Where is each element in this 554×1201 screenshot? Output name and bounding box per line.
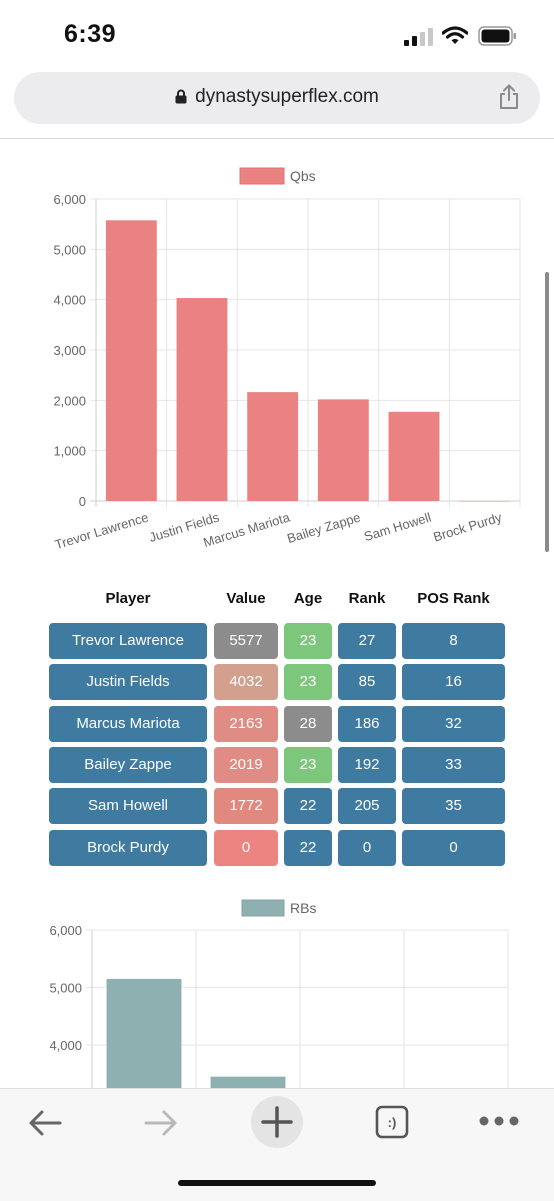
forward-arrow-icon[interactable] xyxy=(138,1101,182,1145)
player-name-cell: Brock Purdy xyxy=(49,829,207,866)
tabs-label: :) xyxy=(388,1115,397,1130)
qb-x-tick-label: Sam Howell xyxy=(362,509,433,544)
rb-y-tick-label: 5,000 xyxy=(49,981,82,996)
player-name-cell: Bailey Zappe xyxy=(49,746,207,783)
back-arrow-icon[interactable] xyxy=(24,1101,68,1145)
qb-y-tick-label: 6,000 xyxy=(53,192,86,207)
value-cell: 0 xyxy=(214,829,278,866)
share-icon[interactable] xyxy=(498,84,520,110)
rb-legend-swatch xyxy=(241,899,285,917)
qb-bar[interactable] xyxy=(317,399,369,501)
age-cell: 28 xyxy=(284,705,332,742)
pos-rank-cell: 8 xyxy=(402,623,505,659)
battery-icon xyxy=(478,26,516,46)
qb-legend[interactable]: Qbs xyxy=(239,167,316,185)
tabs-button[interactable]: :) xyxy=(375,1105,409,1139)
url-text: dynastysuperflex.com xyxy=(195,86,379,107)
qb-bar[interactable] xyxy=(388,411,440,501)
wifi-icon xyxy=(442,26,468,44)
value-cell: 4032 xyxy=(214,664,278,701)
table-row: Sam Howell 1772 22 205 35 xyxy=(48,788,508,825)
qb-bar[interactable] xyxy=(247,392,299,501)
qb-legend-label: Qbs xyxy=(290,168,316,184)
status-time: 6:39 xyxy=(64,20,117,48)
player-name-cell: Marcus Mariota xyxy=(49,705,207,742)
qb-bar[interactable] xyxy=(176,298,228,501)
qb-x-tick-label: Bailey Zappe xyxy=(285,510,362,547)
qb-bar[interactable] xyxy=(459,501,511,502)
rank-cell: 0 xyxy=(338,829,396,866)
cellular-signal-icon xyxy=(404,28,433,46)
qb-gridlines xyxy=(90,198,521,507)
value-cell: 5577 xyxy=(214,623,278,659)
rb-legend[interactable]: RBs xyxy=(241,899,316,917)
value-cell: 2019 xyxy=(214,746,278,783)
qb-bars xyxy=(105,220,511,502)
rb-bar[interactable] xyxy=(210,1076,286,1090)
header-pos-rank: POS Rank xyxy=(417,590,490,607)
tabs-square-icon: :) xyxy=(375,1105,409,1139)
qb-y-tick-label: 1,000 xyxy=(53,444,86,459)
qb-x-tick-label: Brock Purdy xyxy=(431,509,504,544)
qb-y-tick-label: 0 xyxy=(79,494,86,509)
qb-y-tick-label: 5,000 xyxy=(53,242,86,257)
qb-y-tick-label: 4,000 xyxy=(53,293,86,308)
scroll-indicator[interactable] xyxy=(545,272,549,552)
rank-cell: 27 xyxy=(338,623,396,659)
pos-rank-cell: 33 xyxy=(402,746,505,783)
table-row: Trevor Lawrence 5577 23 27 8 xyxy=(48,623,508,659)
address-bar[interactable]: dynastysuperflex.com xyxy=(14,72,540,124)
qb-y-tick-label: 2,000 xyxy=(53,393,86,408)
qb-bar-chart: Qbs 0 1,000 2,000 3,000 4,000 5,000 6,000 Trev… xyxy=(53,167,521,552)
qb-legend-swatch xyxy=(239,167,285,185)
rb-bar-chart: RBs 6,000 5,000 4,000 xyxy=(49,899,509,1090)
value-cell: 1772 xyxy=(214,788,278,825)
rb-y-axis: 6,000 5,000 4,000 xyxy=(49,923,82,1053)
player-name-cell: Justin Fields xyxy=(49,664,207,701)
table-row: Justin Fields 4032 23 85 16 xyxy=(48,664,508,701)
rank-cell: 205 xyxy=(338,788,396,825)
rank-cell: 186 xyxy=(338,705,396,742)
qb-y-axis: 0 1,000 2,000 3,000 4,000 5,000 6,000 xyxy=(53,192,86,509)
pos-rank-cell: 32 xyxy=(402,705,505,742)
rb-bar[interactable] xyxy=(106,978,182,1090)
age-cell: 23 xyxy=(284,623,332,659)
header-age: Age xyxy=(293,590,323,607)
header-player: Player xyxy=(105,590,151,607)
qb-y-tick-label: 3,000 xyxy=(53,343,86,358)
pos-rank-cell: 35 xyxy=(402,788,505,825)
age-cell: 22 xyxy=(284,788,332,825)
lock-icon xyxy=(175,89,187,104)
pos-rank-cell: 16 xyxy=(402,664,505,701)
rb-legend-label: RBs xyxy=(290,900,316,916)
age-cell: 23 xyxy=(284,664,332,701)
header-divider xyxy=(0,138,554,139)
new-tab-plus-icon[interactable] xyxy=(250,1095,304,1149)
rb-bars xyxy=(106,978,286,1090)
rank-cell: 85 xyxy=(338,664,396,701)
pos-rank-cell: 0 xyxy=(402,829,505,866)
header-value: Value xyxy=(226,590,266,607)
player-name-cell: Sam Howell xyxy=(49,788,207,825)
rb-y-tick-label: 4,000 xyxy=(49,1038,82,1053)
rb-y-tick-label: 6,000 xyxy=(49,923,82,938)
value-cell: 2163 xyxy=(214,705,278,742)
age-cell: 23 xyxy=(284,746,332,783)
more-options-icon[interactable] xyxy=(478,1111,522,1131)
qb-bar[interactable] xyxy=(105,220,157,501)
status-bar: 6:39 xyxy=(0,0,554,70)
rank-cell: 192 xyxy=(338,746,396,783)
table-row: Brock Purdy 0 22 0 0 xyxy=(48,829,508,866)
table-row: Marcus Mariota 2163 28 186 32 xyxy=(48,705,508,742)
header-rank: Rank xyxy=(348,590,386,607)
age-cell: 22 xyxy=(284,829,332,866)
table-row: Bailey Zappe 2019 23 192 33 xyxy=(48,746,508,783)
qb-x-tick-label: Trevor Lawrence xyxy=(53,510,150,553)
home-indicator xyxy=(178,1180,376,1186)
player-name-cell: Trevor Lawrence xyxy=(49,623,207,659)
